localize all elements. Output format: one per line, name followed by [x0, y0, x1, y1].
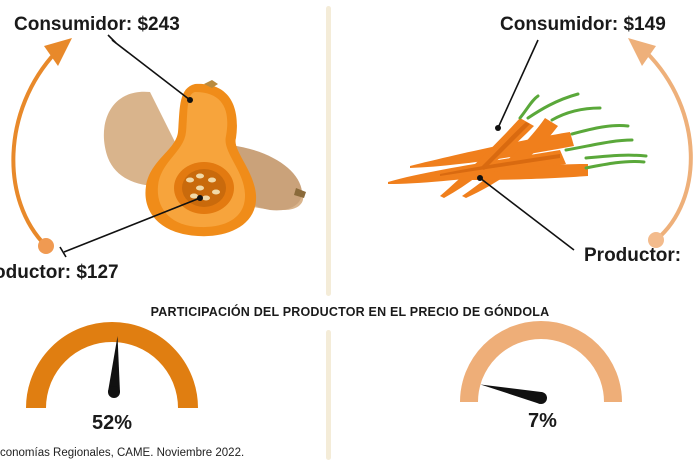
right-gauge-needle-hub	[535, 392, 547, 404]
left-consumer-price: Consumidor: $243	[14, 14, 180, 35]
bottom-divider	[326, 330, 331, 460]
right-gauge-needle	[480, 384, 543, 404]
left-gauge-percent: 52%	[92, 412, 133, 434]
left-gauge-needle	[108, 336, 120, 393]
right-gauge	[460, 321, 622, 404]
right-gauge-percent: 7%	[528, 410, 557, 432]
butternut-squash-icon	[103, 80, 306, 237]
right-price-arrow	[628, 38, 693, 248]
left-price-arrow	[11, 38, 72, 254]
right-consumer-price: Consumidor: $149	[500, 14, 666, 35]
source-note: conomías Regionales, CAME. Noviembre 202…	[0, 447, 245, 459]
left-gauge	[26, 322, 198, 409]
carrots-icon	[388, 92, 648, 198]
left-gauge-needle-hub	[108, 386, 120, 398]
top-divider	[326, 6, 331, 296]
gauge-section-title: PARTICIPACIÓN DEL PRODUCTOR EN EL PRECIO…	[150, 305, 550, 319]
left-producer-price: oductor: $127	[0, 262, 119, 283]
right-producer-price: Productor:	[584, 245, 682, 266]
leader-lines	[59, 34, 575, 258]
